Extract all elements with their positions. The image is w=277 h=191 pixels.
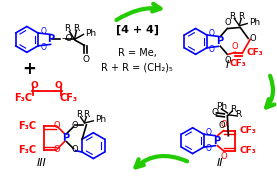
Text: R: R: [83, 110, 89, 119]
Text: R = Me,: R = Me,: [117, 48, 157, 58]
Text: O: O: [40, 43, 46, 52]
Text: O: O: [224, 18, 231, 27]
Text: O: O: [82, 55, 89, 64]
Text: O: O: [55, 81, 62, 90]
Text: Ph: Ph: [249, 18, 260, 27]
Text: CF₃: CF₃: [60, 93, 78, 103]
Text: F₃C: F₃C: [14, 93, 32, 103]
Text: O: O: [209, 45, 214, 54]
Text: R: R: [238, 12, 244, 21]
Text: Ph: Ph: [216, 102, 227, 111]
Text: P: P: [62, 133, 69, 143]
Text: O: O: [212, 108, 219, 117]
Text: R + R = (CH₂)₅: R + R = (CH₂)₅: [101, 62, 173, 72]
Text: O: O: [232, 42, 238, 51]
Text: R: R: [235, 110, 241, 119]
Text: III: III: [37, 158, 47, 168]
Text: R: R: [230, 105, 237, 114]
Text: O: O: [220, 152, 227, 161]
Text: P: P: [213, 136, 220, 146]
Text: Ph: Ph: [95, 115, 106, 124]
Text: [4 + 4]: [4 + 4]: [116, 24, 158, 35]
Text: O: O: [71, 121, 78, 130]
Text: CF₃: CF₃: [230, 59, 247, 68]
Text: CF₃: CF₃: [246, 48, 263, 57]
Text: O: O: [209, 29, 214, 38]
Text: R: R: [64, 24, 71, 33]
Text: R: R: [76, 110, 83, 119]
Text: I: I: [226, 60, 229, 70]
Text: CF₃: CF₃: [239, 126, 256, 135]
Text: F₃C: F₃C: [19, 145, 37, 155]
Text: P: P: [47, 34, 54, 45]
Text: O: O: [71, 145, 78, 154]
Text: O: O: [53, 121, 60, 130]
Text: P: P: [216, 36, 223, 46]
Text: Ph: Ph: [85, 29, 96, 38]
Text: R: R: [229, 12, 235, 21]
Text: O: O: [220, 120, 227, 129]
Text: R: R: [73, 24, 79, 33]
Text: O: O: [249, 34, 256, 43]
Text: O: O: [40, 27, 46, 36]
Text: O: O: [31, 81, 39, 90]
Text: O: O: [206, 144, 212, 153]
Text: –O: –O: [61, 34, 73, 43]
Text: O: O: [53, 145, 60, 154]
Text: II: II: [217, 158, 224, 168]
Text: O: O: [224, 56, 231, 65]
Text: O: O: [206, 129, 212, 138]
Text: CF₃: CF₃: [239, 146, 256, 155]
Text: F₃C: F₃C: [19, 121, 37, 131]
Text: +: +: [22, 60, 36, 78]
Text: O: O: [219, 121, 225, 130]
